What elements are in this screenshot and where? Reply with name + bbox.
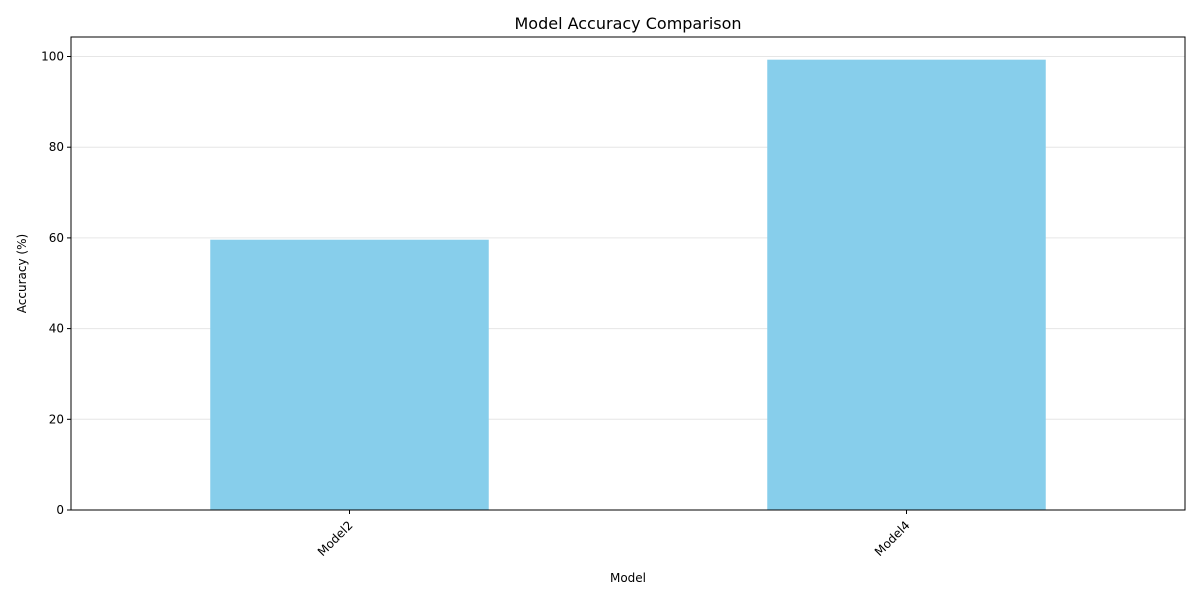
x-tick-label: Model2 xyxy=(315,518,356,559)
x-axis-ticks: Model2 Model4 xyxy=(315,510,913,559)
bar-model2 xyxy=(210,239,489,510)
bars xyxy=(210,59,1046,510)
y-tick-label: 80 xyxy=(49,140,64,154)
y-tick-label: 60 xyxy=(49,231,64,245)
plot-frame xyxy=(70,36,1186,511)
x-tick-label: Model4 xyxy=(872,518,913,559)
y-tick-label: 20 xyxy=(49,412,64,426)
y-axis-ticks: 0 20 40 60 80 100 xyxy=(41,50,71,517)
bar-model4 xyxy=(767,59,1046,510)
y-axis-title: Accuracy (%) xyxy=(15,234,29,313)
x-axis-title: Model xyxy=(610,571,646,585)
y-tick-label: 40 xyxy=(49,322,64,336)
y-tick-label: 100 xyxy=(41,50,64,64)
y-tick-label: 0 xyxy=(56,503,64,517)
chart-title: Model Accuracy Comparison xyxy=(514,14,741,33)
